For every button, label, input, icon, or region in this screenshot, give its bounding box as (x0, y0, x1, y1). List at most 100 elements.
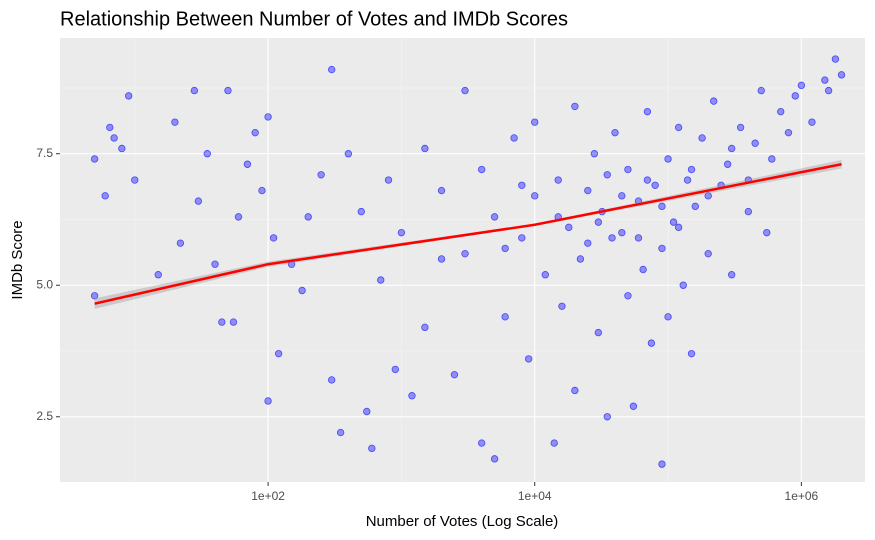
x-tick-label: 1e+06 (785, 489, 819, 503)
point (211, 260, 219, 268)
point (384, 176, 393, 184)
point (571, 386, 579, 395)
point (687, 349, 696, 358)
point (768, 155, 776, 163)
point (618, 192, 626, 200)
point (110, 134, 118, 142)
point (624, 165, 632, 174)
point (658, 202, 666, 211)
point (629, 402, 638, 410)
point (176, 239, 185, 247)
point (647, 339, 656, 347)
point (461, 249, 469, 258)
point (808, 118, 816, 126)
point (594, 328, 603, 337)
point (171, 118, 179, 126)
point (763, 228, 771, 237)
point (576, 255, 585, 263)
trend-line (94, 163, 842, 305)
point (821, 76, 829, 84)
point (90, 292, 99, 300)
point (531, 118, 539, 126)
point (571, 102, 579, 111)
point (674, 123, 683, 132)
point (757, 86, 765, 95)
point (727, 271, 736, 279)
point (298, 286, 306, 295)
point (594, 218, 603, 226)
point (643, 176, 652, 184)
point (397, 228, 406, 237)
point (490, 455, 499, 463)
point (608, 234, 616, 242)
point (408, 392, 416, 400)
point (736, 123, 745, 132)
point (357, 207, 365, 216)
point (634, 234, 643, 242)
point (791, 92, 799, 100)
point (643, 107, 652, 116)
point (194, 197, 203, 205)
point (391, 365, 400, 374)
point (344, 150, 353, 158)
marks (90, 55, 846, 468)
point (784, 128, 793, 137)
y-tick-label: 5.0 (36, 277, 53, 291)
x-tick-label: 1e+04 (518, 489, 552, 503)
point (550, 439, 558, 447)
point (251, 128, 259, 137)
point (674, 223, 683, 232)
point (565, 223, 573, 232)
point (269, 234, 278, 242)
point (274, 349, 283, 358)
point (218, 318, 226, 326)
point (837, 71, 846, 79)
point (101, 192, 109, 200)
point (327, 376, 336, 384)
point (118, 144, 126, 153)
point (664, 313, 672, 321)
point (106, 123, 114, 132)
point (190, 86, 199, 95)
point (797, 81, 806, 90)
point (624, 292, 632, 300)
point (304, 213, 312, 221)
point (450, 370, 459, 379)
point (377, 276, 385, 284)
point (437, 255, 446, 263)
chart-title: Relationship Between Number of Votes and… (60, 8, 568, 30)
point (751, 139, 759, 147)
point (658, 460, 666, 468)
point (90, 155, 99, 163)
point (490, 213, 499, 221)
point (664, 155, 672, 163)
point (618, 228, 626, 237)
point (234, 213, 243, 221)
point (501, 313, 509, 321)
point (327, 65, 336, 74)
point (510, 134, 518, 142)
point (421, 323, 429, 332)
point (584, 186, 592, 195)
point (584, 239, 592, 247)
point (603, 171, 611, 179)
point (698, 134, 706, 142)
point (611, 128, 619, 137)
point (154, 271, 162, 279)
point (264, 113, 272, 121)
point (363, 407, 371, 416)
grid (60, 38, 865, 482)
point (477, 165, 486, 174)
point (531, 192, 539, 200)
point (679, 281, 687, 289)
point (710, 97, 718, 105)
point (258, 186, 266, 195)
point (501, 244, 509, 253)
point (658, 244, 666, 253)
point (421, 144, 429, 153)
y-tick-label: 7.5 (36, 146, 53, 160)
point (541, 271, 549, 279)
plot-panel (60, 38, 865, 482)
point (691, 202, 699, 211)
